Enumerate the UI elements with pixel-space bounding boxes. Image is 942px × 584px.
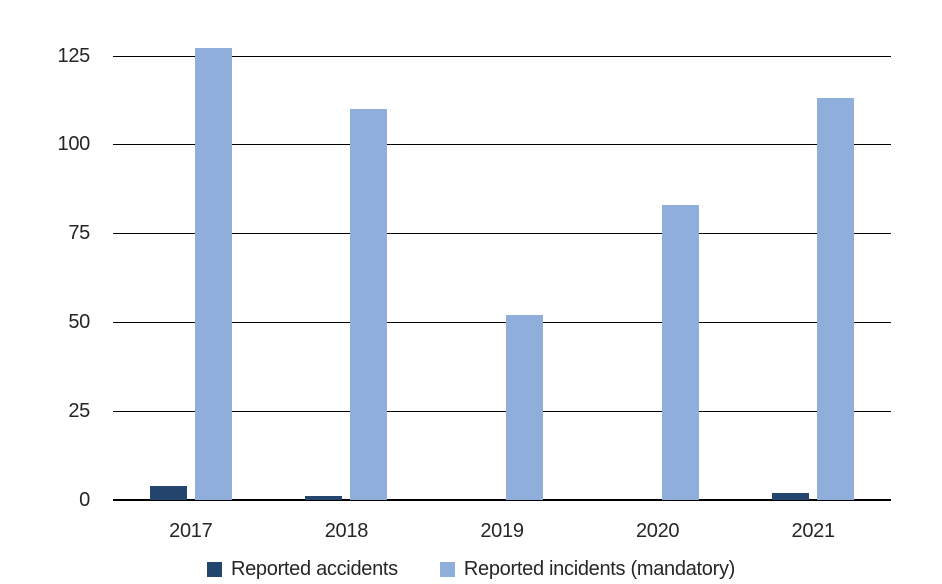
- bar-2019-series-1: [506, 315, 543, 500]
- x-tick-label: 2019: [480, 520, 524, 542]
- x-tick-label: 2020: [635, 520, 680, 542]
- y-tick-label: 0: [79, 489, 90, 511]
- legend-swatch-icon: [439, 561, 455, 577]
- legend-item-1: Reported incidents (mandatory): [439, 558, 736, 580]
- gridline: [113, 411, 891, 413]
- legend-label: Reported incidents (mandatory): [463, 558, 736, 580]
- legend-item-0: Reported accidents: [206, 558, 398, 580]
- y-tick-label: 100: [57, 133, 91, 156]
- gridline: [113, 144, 891, 146]
- x-tick-label: 2017: [169, 520, 213, 542]
- bar-2017-series-1: [194, 48, 232, 500]
- y-tick-label: 75: [68, 222, 90, 245]
- legend-swatch-icon: [206, 561, 222, 577]
- bar-2020-series-1: [661, 204, 699, 500]
- y-tick-label: 50: [68, 311, 90, 334]
- bar-2018-series-0: [305, 496, 343, 500]
- x-axis-baseline: [113, 499, 891, 501]
- bar-2017-series-0: [149, 485, 187, 500]
- chart-legend: Reported accidents Reported incidents (ma…: [0, 558, 942, 580]
- y-tick-label: 25: [68, 400, 90, 423]
- x-tick-label: 2018: [324, 520, 369, 542]
- x-tick-label: 2021: [791, 520, 836, 542]
- bar-2021-series-0: [772, 492, 810, 500]
- gridline: [113, 233, 891, 235]
- bar-2018-series-1: [350, 108, 388, 500]
- bar-2021-series-1: [817, 98, 855, 500]
- y-tick-label: 125: [57, 44, 91, 67]
- gridline: [113, 322, 891, 324]
- legend-label: Reported accidents: [230, 558, 398, 580]
- gridline: [113, 55, 891, 57]
